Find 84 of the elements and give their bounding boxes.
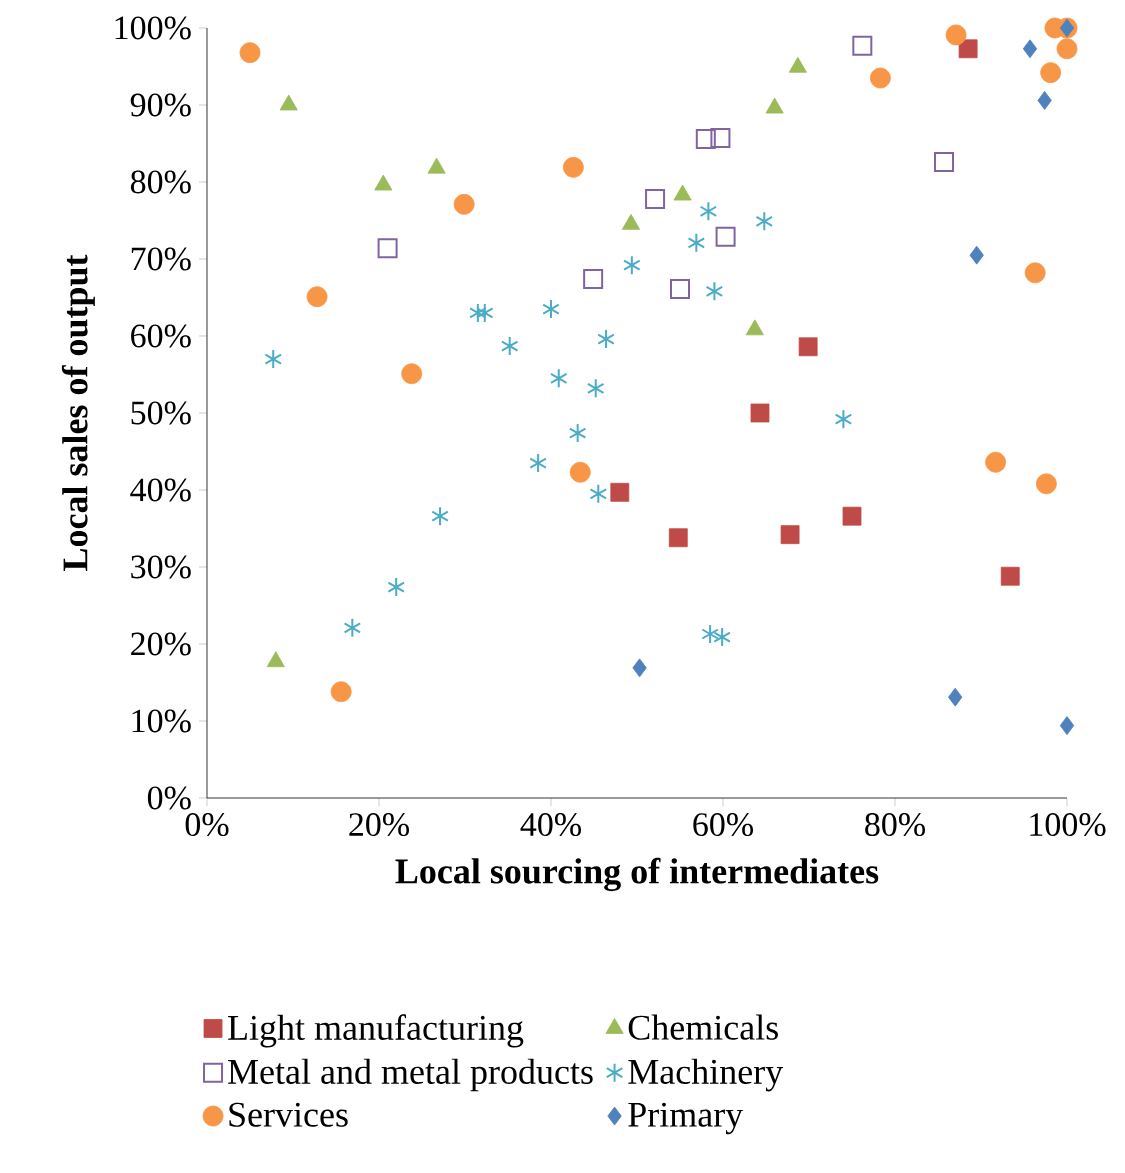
point — [834, 409, 853, 430]
y-tick-label: 20% — [131, 632, 191, 656]
point — [948, 687, 963, 707]
y-tick-label: 80% — [130, 170, 191, 194]
point — [401, 363, 423, 385]
y-tick-label: 10% — [132, 709, 191, 733]
point — [569, 461, 591, 483]
y-tick-label: 100% — [115, 16, 191, 40]
point — [705, 281, 724, 302]
point — [699, 201, 718, 222]
point — [780, 525, 800, 545]
point — [377, 238, 398, 259]
legend-label: Metal and metal products — [228, 1058, 593, 1092]
point — [562, 156, 584, 178]
x-axis-title: Local sourcing of intermediates — [395, 857, 879, 892]
legend-label: Primary — [628, 1102, 744, 1135]
point — [500, 336, 519, 357]
point — [568, 423, 587, 444]
point — [610, 482, 630, 502]
y-axis-title: Local sales of output — [61, 254, 95, 571]
x-tick-label: 0% — [185, 813, 229, 837]
point — [1022, 39, 1038, 59]
point — [306, 286, 328, 308]
point — [715, 226, 736, 247]
point — [755, 211, 774, 232]
y-tick-label: 30% — [131, 555, 191, 579]
point — [586, 378, 605, 399]
point — [529, 453, 547, 474]
point — [1040, 62, 1062, 84]
point — [645, 188, 666, 209]
point — [1059, 716, 1075, 736]
point — [475, 302, 494, 323]
point — [589, 483, 608, 504]
point — [945, 24, 967, 46]
point — [842, 506, 862, 526]
x-tick-label: 100% — [1030, 813, 1106, 837]
point — [934, 151, 955, 172]
point — [710, 128, 731, 149]
point — [542, 299, 560, 320]
point — [668, 528, 688, 548]
x-tick-label: 40% — [520, 813, 581, 837]
point — [798, 337, 818, 357]
point — [632, 658, 647, 678]
x-tick-label: 20% — [349, 813, 409, 837]
point — [852, 35, 873, 56]
point — [869, 67, 891, 89]
point — [239, 42, 261, 64]
point — [713, 627, 731, 648]
point — [549, 368, 568, 389]
point — [264, 349, 283, 370]
point — [431, 506, 449, 527]
point — [583, 269, 604, 290]
y-tick-label: 40% — [130, 478, 191, 502]
point — [701, 623, 719, 644]
point — [597, 329, 615, 350]
point — [330, 681, 352, 703]
point — [695, 128, 716, 149]
x-tick-label: 80% — [865, 813, 926, 837]
legend-label: Machinery — [628, 1058, 784, 1092]
point — [687, 232, 706, 253]
point — [969, 245, 984, 265]
x-tick-label: 60% — [693, 813, 753, 837]
y-tick-label: 90% — [130, 93, 191, 117]
point — [670, 279, 690, 300]
point — [1037, 90, 1052, 110]
y-tick-label: 60% — [131, 324, 191, 348]
point — [750, 403, 770, 423]
point — [985, 451, 1007, 473]
y-tick-label: 0% — [147, 786, 191, 810]
point — [958, 39, 978, 59]
point — [1000, 566, 1020, 586]
point — [1056, 38, 1078, 60]
point — [1035, 473, 1057, 495]
legend-label: Light manufacturing — [228, 1014, 524, 1048]
point — [343, 617, 362, 638]
legend-label: Chemicals — [628, 1014, 778, 1040]
point — [469, 302, 487, 323]
legend-label: Services — [229, 1102, 348, 1127]
point — [453, 193, 475, 215]
y-tick-label: 70% — [131, 247, 191, 271]
point — [623, 255, 641, 276]
point — [387, 577, 405, 598]
y-tick-label: 50% — [131, 401, 191, 425]
point — [1024, 262, 1046, 284]
